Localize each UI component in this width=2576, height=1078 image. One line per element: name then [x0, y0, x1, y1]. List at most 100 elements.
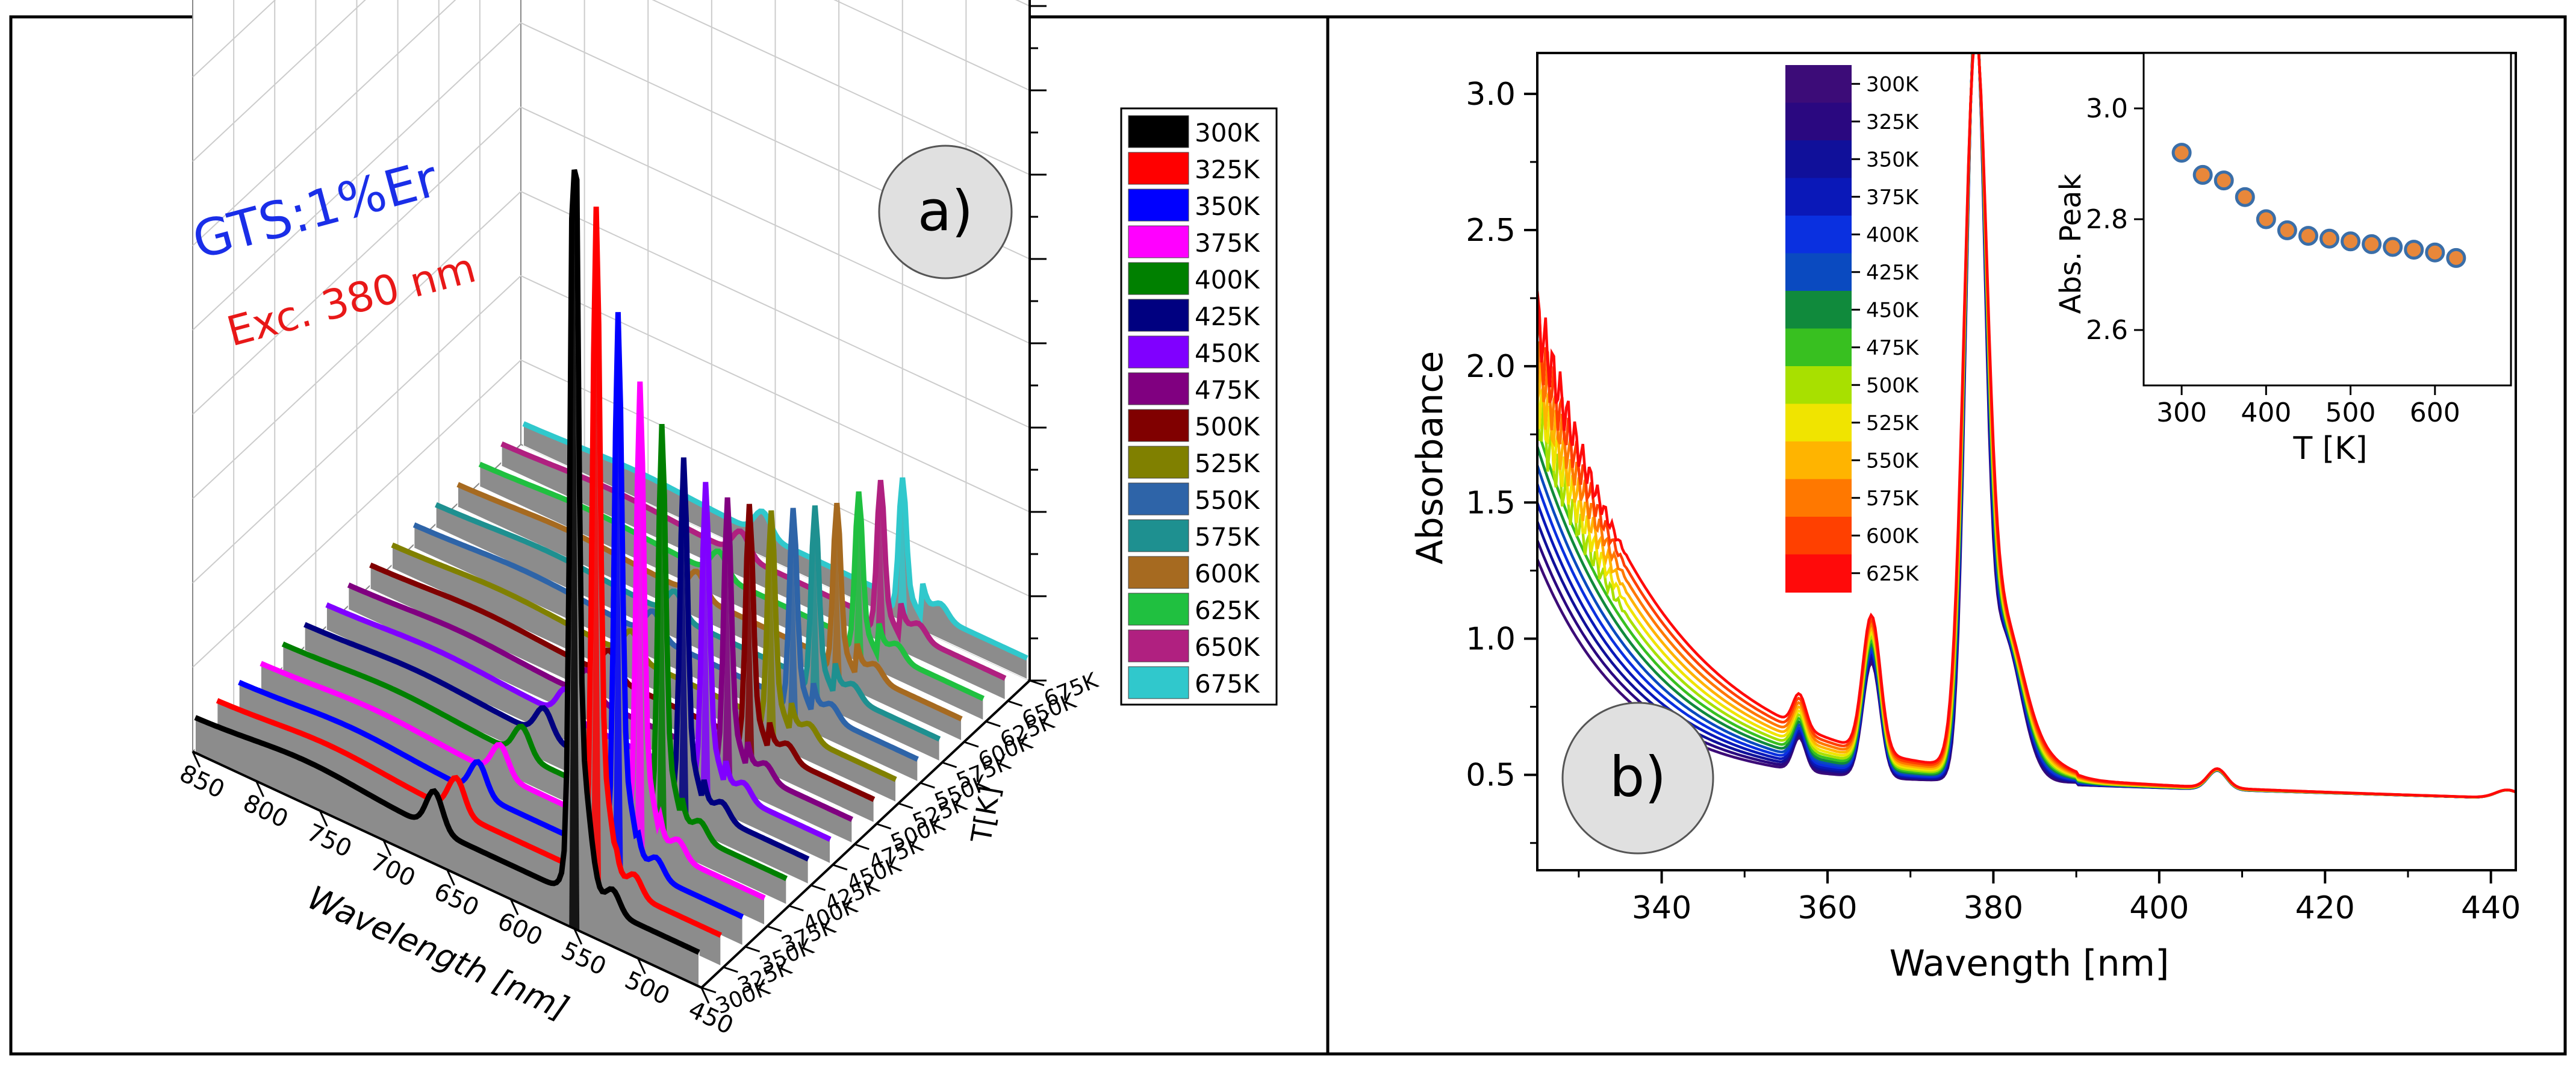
colorbar-swatch-475K: [1785, 328, 1852, 367]
spectrum-line-425K: [303, 457, 810, 862]
spectrum-peak-675K: [897, 500, 908, 624]
legend-label-575K: 575K: [1195, 522, 1260, 552]
panel-b-temperature-colorbar: 300K 325K 350K 375K 400K 425K 450K 475K 500K 525K…: [1785, 65, 1920, 593]
legend-swatch-600K: [1128, 556, 1189, 589]
inset-point: [2171, 143, 2192, 163]
panel-a-label-badge: [878, 145, 1013, 279]
inset-point: [2298, 226, 2318, 246]
panel-b-plot-frame: [1536, 52, 2517, 871]
panel-a-temperature-axis: [700, 679, 1031, 989]
spectrum-line-375K: [260, 381, 766, 901]
panel-b-label-badge: [1561, 702, 1714, 855]
legend-swatch-625K: [1128, 593, 1189, 626]
legend-swatch-575K: [1128, 519, 1189, 552]
temperature-tick-mark: [1007, 700, 1023, 707]
inset-x-tick-label: 400: [2241, 397, 2291, 428]
inset-y-tick-label: 3.0: [2086, 93, 2128, 124]
panel-a-gridline: [192, 0, 1030, 162]
colorbar-label-450K: 450K: [1866, 298, 1920, 322]
colorbar-swatch-500K: [1785, 366, 1852, 405]
legend-swatch-525K: [1128, 446, 1189, 479]
absorbance-curve-625K: [1537, 53, 2516, 799]
colorbar-label-575K: 575K: [1866, 487, 1920, 511]
inset-point: [2383, 237, 2403, 257]
colorbar-swatch-325K: [1785, 102, 1852, 141]
panel-a-gridline: [192, 275, 1030, 584]
wavelength-tick-mark: [382, 840, 392, 856]
legend-label-325K: 325K: [1195, 155, 1260, 184]
inset-y-tick-label: 2.8: [2086, 204, 2128, 235]
colorbar-label-475K: 475K: [1866, 336, 1920, 360]
panel-a-gridline: [192, 106, 1030, 415]
temperature-tick-mark: [1029, 679, 1045, 687]
spectrum-peak-500K: [744, 544, 754, 767]
inset-point: [2235, 187, 2255, 207]
legend-swatch-375K: [1128, 225, 1189, 258]
legend-swatch-675K: [1128, 666, 1189, 699]
y-tick-label: 2.0: [1466, 349, 1516, 385]
colorbar-swatch-300K: [1785, 65, 1852, 104]
y-tick-label: 1.5: [1466, 485, 1516, 521]
legend-label-375K: 375K: [1195, 228, 1260, 258]
wavelength-tick-mark: [191, 751, 201, 768]
temperature-tick-mark: [919, 782, 935, 789]
figure-frame: [9, 15, 2567, 1056]
legend-label-400K: 400K: [1195, 265, 1260, 294]
legend-label-650K: 650K: [1195, 632, 1260, 662]
inset-point: [2341, 231, 2361, 252]
legend-swatch-500K: [1128, 409, 1189, 442]
inset-x-axis-title: T [K]: [2293, 431, 2368, 467]
spectrum-peak-550K: [788, 541, 798, 726]
colorbar-swatch-625K: [1785, 554, 1852, 593]
wavelength-tick-mark: [573, 928, 583, 945]
legend-label-475K: 475K: [1195, 375, 1260, 405]
spectrum-line-350K: [238, 312, 744, 920]
legend-label-350K: 350K: [1195, 192, 1260, 221]
colorbar-label-425K: 425K: [1866, 261, 1920, 285]
inset-x-tick-label: 600: [2410, 397, 2460, 428]
colorbar-label-375K: 375K: [1866, 185, 1920, 210]
legend-label-300K: 300K: [1195, 118, 1260, 148]
colorbar-label-625K: 625K: [1866, 562, 1920, 586]
legend-label-450K: 450K: [1195, 338, 1260, 368]
colorbar-label-400K: 400K: [1866, 223, 1920, 247]
legend-swatch-650K: [1128, 629, 1189, 662]
y-tick-label: 3.0: [1466, 76, 1516, 113]
wavelength-tick-mark: [446, 869, 455, 886]
colorbar-swatch-425K: [1785, 253, 1852, 291]
temperature-tick-mark: [810, 884, 826, 891]
inset-point: [2192, 164, 2213, 185]
temperature-tick-mark: [745, 946, 761, 953]
colorbar-label-500K: 500K: [1866, 373, 1920, 397]
legend-swatch-300K: [1128, 115, 1189, 148]
y-tick-label: 2.5: [1466, 213, 1516, 249]
colorbar-swatch-400K: [1785, 216, 1852, 254]
spectrum-peak-450K: [700, 532, 711, 808]
colorbar-swatch-450K: [1785, 291, 1852, 329]
legend-label-425K: 425K: [1195, 302, 1260, 331]
colorbar-label-325K: 325K: [1866, 110, 1920, 134]
colorbar-swatch-525K: [1785, 403, 1852, 442]
legend-label-500K: 500K: [1195, 412, 1260, 441]
legend-label-525K: 525K: [1195, 449, 1260, 478]
colorbar-label-600K: 600K: [1866, 524, 1920, 548]
panel-b-inset: 300 400 500 600 2.6 2.8 3.0: [2086, 52, 2512, 428]
temperature-tick-mark: [942, 761, 957, 768]
spectrum-peak-400K: [656, 490, 667, 849]
x-tick-label: 420: [2295, 890, 2355, 926]
colorbar-swatch-550K: [1785, 441, 1852, 480]
colorbar-label-550K: 550K: [1866, 449, 1920, 473]
spectrum-peak-350K: [613, 402, 623, 890]
legend-swatch-400K: [1128, 262, 1189, 295]
inset-y-tick-label: 2.6: [2086, 315, 2128, 346]
colorbar-label-300K: 300K: [1866, 72, 1920, 96]
spectrum-peak-525K: [766, 547, 777, 747]
spectrum-line-300K: [194, 169, 700, 955]
spectrum-peak-475K: [722, 542, 733, 788]
legend-label-550K: 550K: [1195, 485, 1260, 515]
colorbar-swatch-575K: [1785, 479, 1852, 517]
panel-b-absorbance: 340 360 380 400 420 440 0.5 1.0 1.5 2.0 2.5 3.0 Wav…: [1409, 52, 2521, 985]
wavelength-tick-mark: [700, 987, 710, 1004]
inset-frame: [2142, 52, 2512, 387]
spectrum-peak-325K: [591, 316, 602, 911]
